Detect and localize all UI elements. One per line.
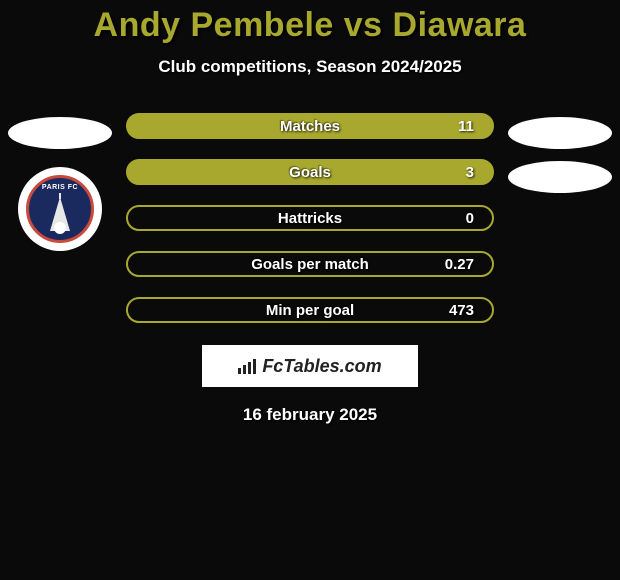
player-left-column: PARIS FC <box>0 113 120 251</box>
stat-label: Matches <box>280 118 340 135</box>
stat-label: Goals <box>289 164 331 181</box>
club-badge-left: PARIS FC <box>18 167 102 251</box>
comparison-card: Andy Pembele vs Diawara Club competition… <box>0 0 620 425</box>
stat-value: 0.27 <box>445 256 474 273</box>
stat-value: 3 <box>466 164 474 181</box>
stats-column: Matches 11 Goals 3 Hattricks 0 Goals per… <box>120 113 500 323</box>
club-name-text: PARIS FC <box>42 184 78 191</box>
club-badge-right-placeholder <box>508 161 612 193</box>
date-text: 16 february 2025 <box>243 405 377 425</box>
club-badge-inner: PARIS FC <box>26 175 94 243</box>
stat-row-hattricks: Hattricks 0 <box>126 205 494 231</box>
chart-icon <box>238 359 256 374</box>
page-subtitle: Club competitions, Season 2024/2025 <box>0 57 620 77</box>
page-title: Andy Pembele vs Diawara <box>0 6 620 45</box>
stat-value: 473 <box>449 302 474 319</box>
stat-label: Goals per match <box>251 256 369 273</box>
stat-row-matches: Matches 11 <box>126 113 494 139</box>
logo-text: FcTables.com <box>262 356 381 377</box>
stat-row-goals-per-match: Goals per match 0.27 <box>126 251 494 277</box>
player-avatar-right <box>508 117 612 149</box>
stat-value: 0 <box>466 210 474 227</box>
stat-row-min-per-goal: Min per goal 473 <box>126 297 494 323</box>
ball-icon <box>54 222 66 234</box>
stat-label: Hattricks <box>278 210 342 227</box>
stat-label: Min per goal <box>266 302 354 319</box>
stat-row-goals: Goals 3 <box>126 159 494 185</box>
stat-value: 11 <box>458 118 474 135</box>
fctables-logo[interactable]: FcTables.com <box>202 345 418 387</box>
main-layout: PARIS FC Matches 11 Goals 3 Hattricks 0 … <box>0 113 620 323</box>
footer: FcTables.com 16 february 2025 <box>0 345 620 425</box>
player-avatar-left <box>8 117 112 149</box>
player-right-column <box>500 113 620 193</box>
